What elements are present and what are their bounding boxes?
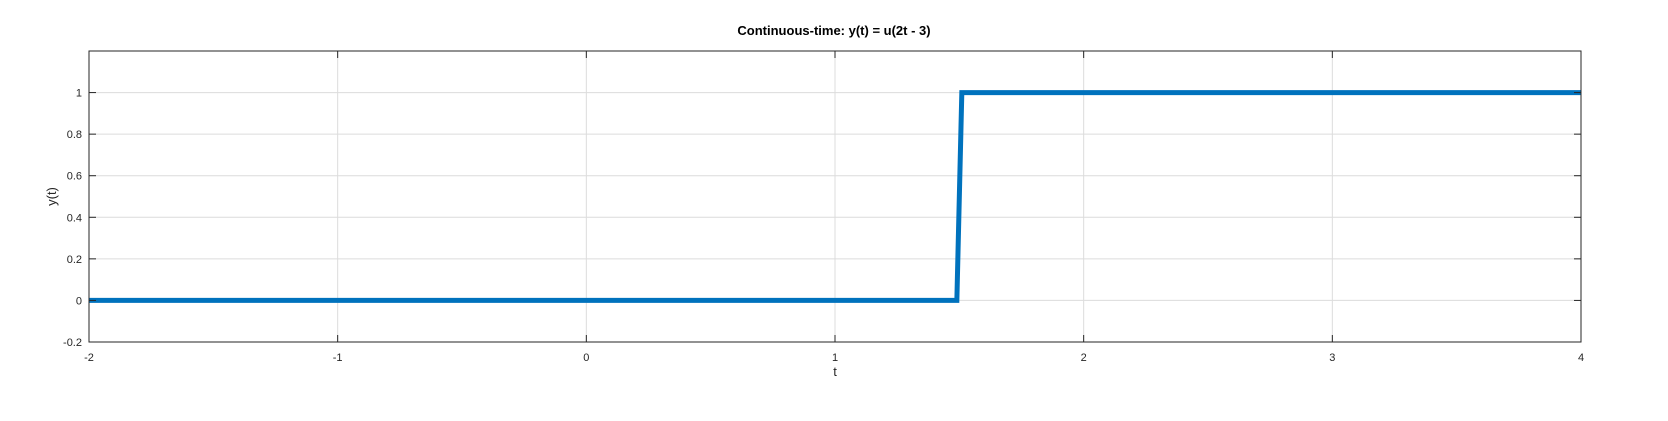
x-tick-label: 1 (832, 352, 838, 364)
x-axis-label: t (833, 364, 837, 379)
x-tick-label: 2 (1081, 352, 1087, 364)
series-line (89, 90, 1581, 303)
y-tick-label: 0.6 (67, 171, 82, 183)
chart-title: Continuous-time: y(t) = u(2t - 3) (737, 23, 930, 38)
x-tick-label: -1 (333, 352, 343, 364)
y-tick-label: 0 (76, 295, 82, 307)
x-tick-label: 3 (1329, 352, 1335, 364)
series-group (89, 90, 1581, 303)
x-tick-label: 0 (583, 352, 589, 364)
y-axis-label: y(t) (44, 187, 59, 206)
y-tick-label: 0.2 (67, 254, 82, 266)
y-tick-label: 1 (76, 88, 82, 100)
y-tick-label: 0.8 (67, 129, 82, 141)
x-tick-label: 4 (1578, 352, 1584, 364)
y-tick-label: -0.2 (63, 337, 82, 349)
y-tick-label: 0.4 (67, 212, 82, 224)
x-tick-label: -2 (84, 352, 94, 364)
ticks: -2 -1 0 1 2 3 4 -0.2 0 0.2 0.4 0.6 0.8 1 (63, 51, 1584, 364)
